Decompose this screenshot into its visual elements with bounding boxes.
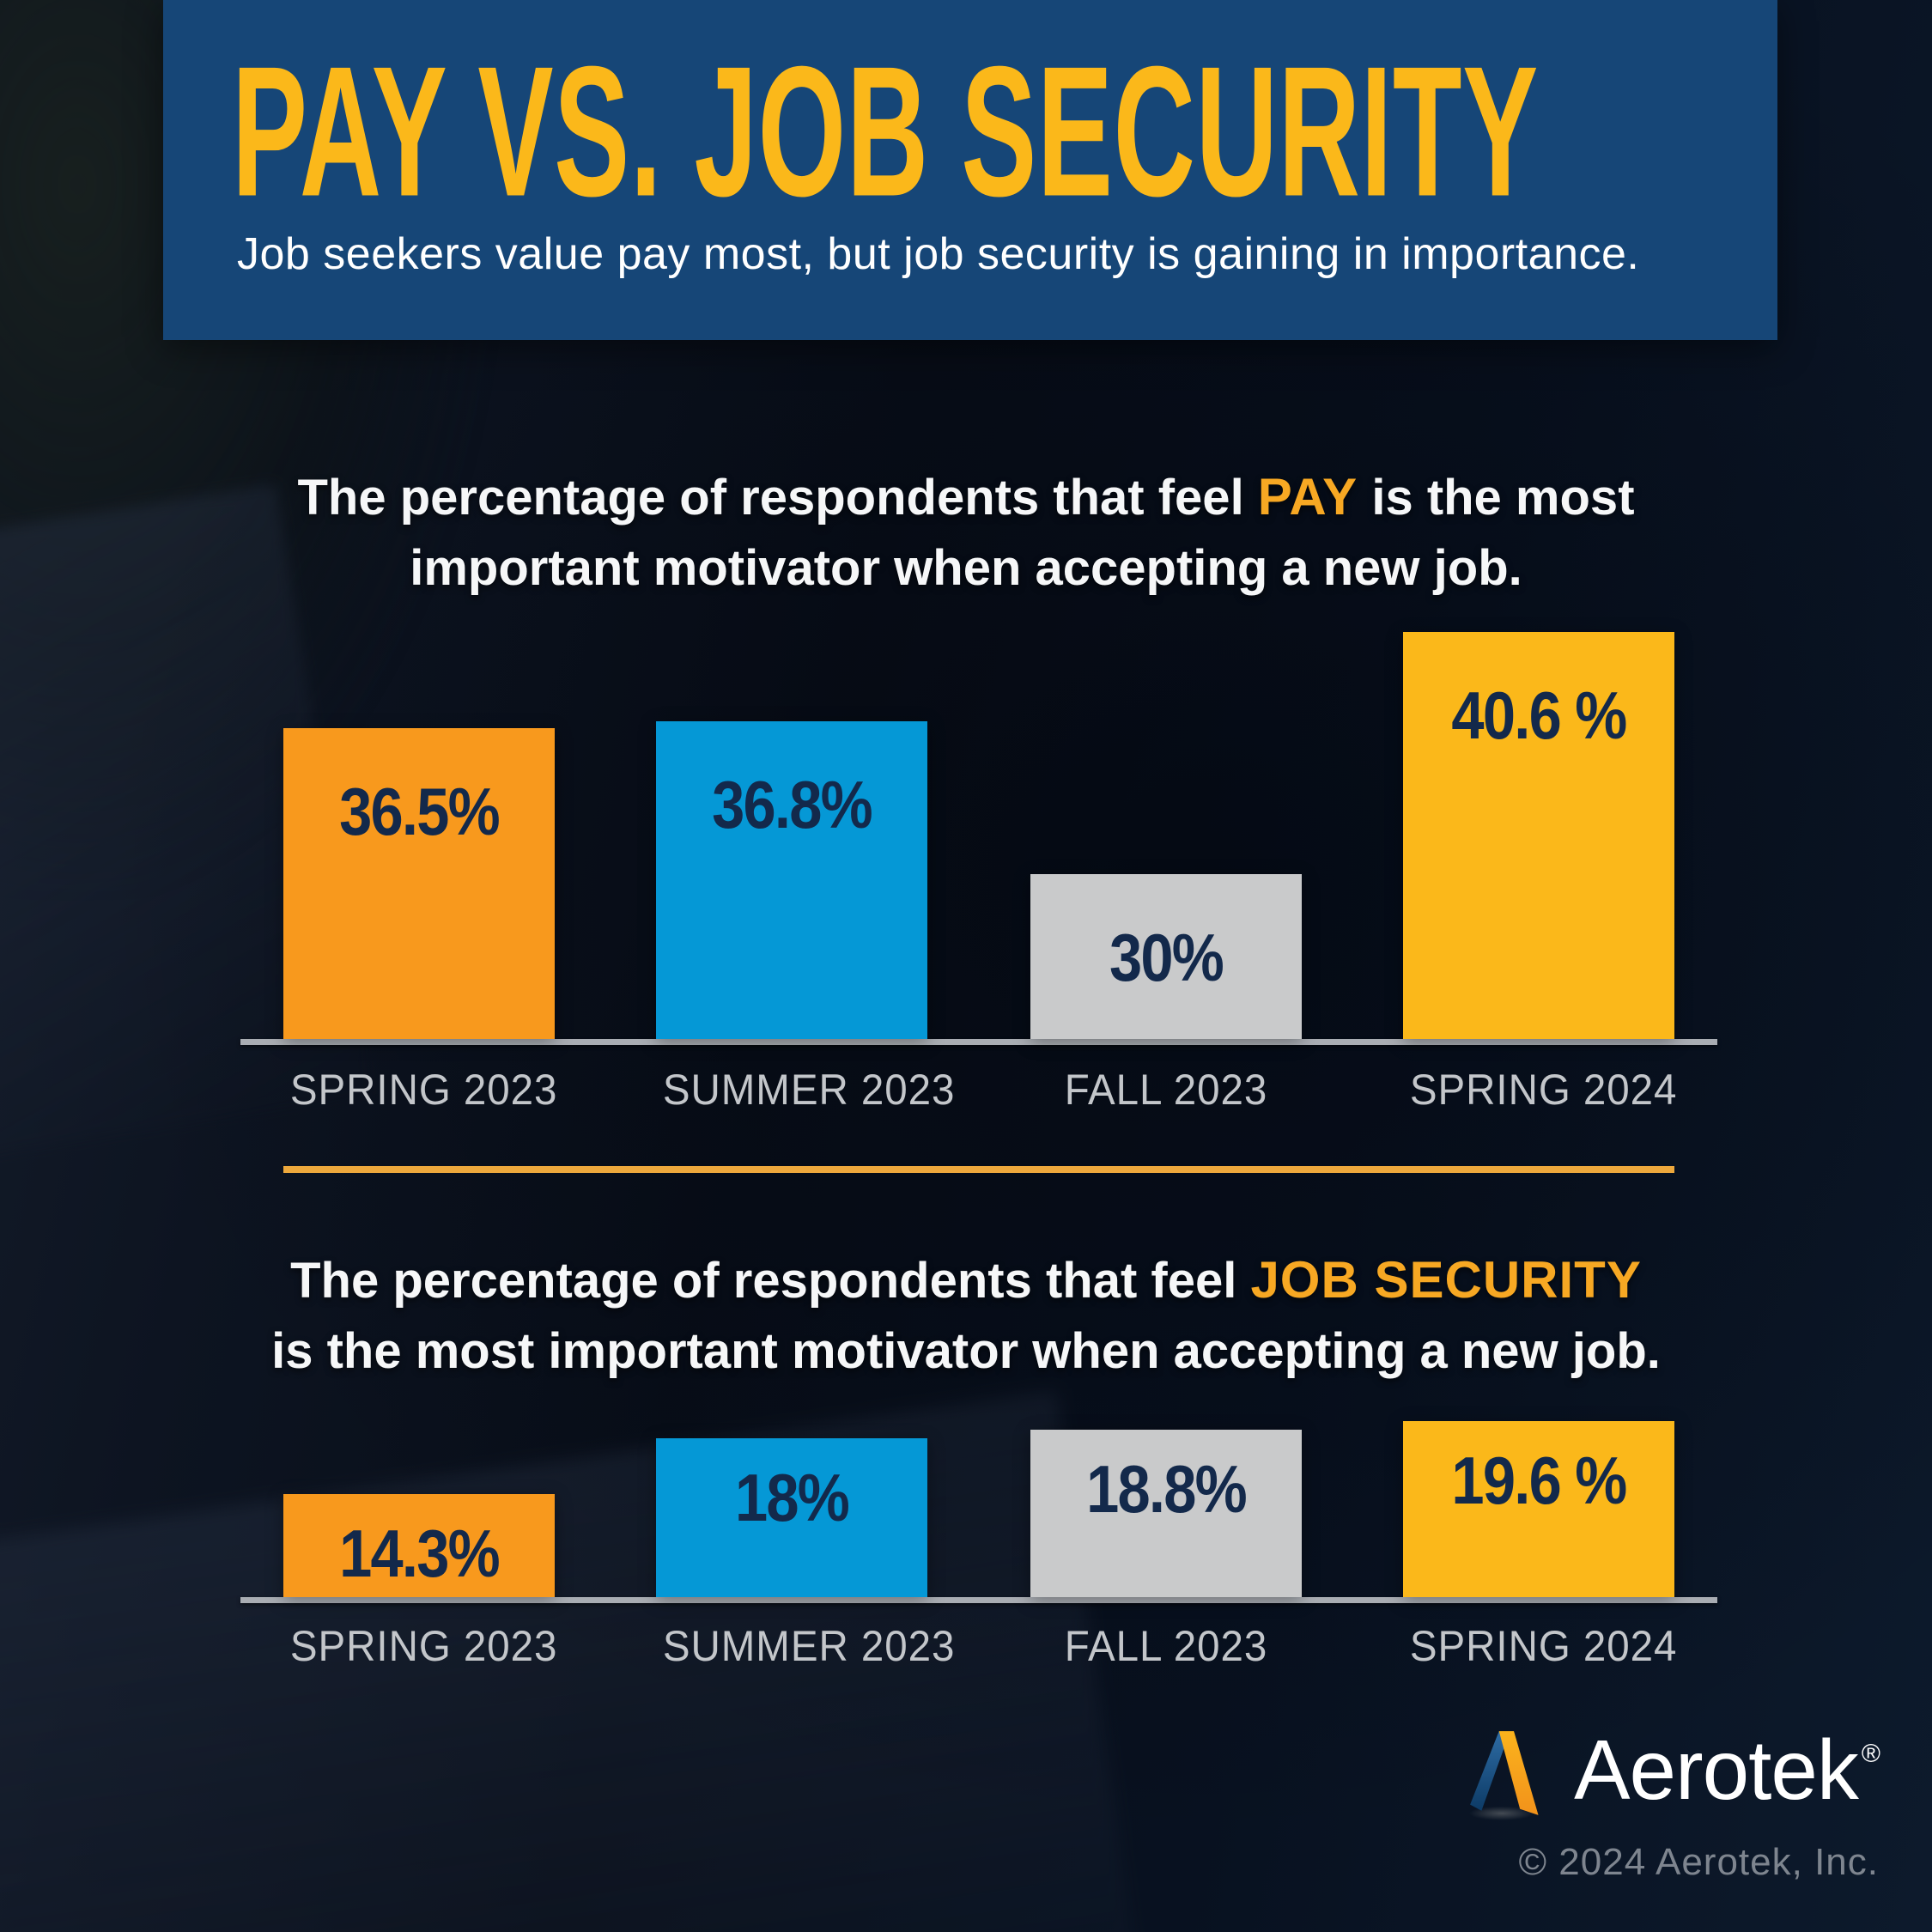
bar-fall-2023: 18.8%: [1030, 1430, 1302, 1597]
pay-bar-chart: 36.5% 36.8% 30% 40.6 %: [240, 626, 1717, 1045]
registered-trademark-symbol: ®: [1861, 1740, 1880, 1768]
bar-spring-2024: 40.6 %: [1403, 632, 1674, 1039]
pay-section-heading: The percentage of respondents that feel …: [0, 462, 1932, 604]
axis-label-spring-2023: SPRING 2023: [289, 1622, 558, 1670]
security-heading-pre: The percentage of respondents that feel: [290, 1253, 1251, 1309]
page-title: PAY VS. JOB SECURITY: [232, 28, 1539, 235]
aerotek-logo: Aerotek ®: [1467, 1722, 1880, 1822]
security-section-heading: The percentage of respondents that feel …: [0, 1245, 1932, 1387]
axis-label-fall-2023: FALL 2023: [1064, 1622, 1268, 1670]
axis-label-summer-2023: SUMMER 2023: [662, 1622, 956, 1670]
axis-label-spring-2024: SPRING 2024: [1409, 1622, 1678, 1670]
security-heading-highlight: JOB SECURITY: [1250, 1251, 1642, 1309]
pay-heading-line2: important motivator when accepting a new…: [410, 540, 1522, 596]
header-banner: PAY VS. JOB SECURITY Job seekers value p…: [163, 0, 1777, 340]
security-heading-line1: The percentage of respondents that feel …: [0, 1245, 1932, 1316]
bar-value-label: 14.3%: [339, 1516, 501, 1591]
page-subtitle: Job seekers value pay most, but job secu…: [237, 229, 1640, 279]
bar-spring-2023: 36.5%: [283, 728, 555, 1039]
bar-summer-2023: 18%: [656, 1438, 927, 1597]
bar-value-label: 40.6 %: [1451, 677, 1627, 753]
pay-heading-highlight: PAY: [1257, 468, 1358, 526]
aerotek-logo-text: Aerotek: [1574, 1722, 1859, 1817]
copyright-text: © 2024 Aerotek, Inc.: [1518, 1841, 1879, 1883]
bar-value-label: 19.6 %: [1451, 1443, 1627, 1518]
pay-chart-axis-labels: SPRING 2023 SUMMER 2023 FALL 2023 SPRING 20…: [240, 1065, 1717, 1125]
pay-heading-pre: The percentage of respondents that feel: [297, 470, 1258, 526]
pay-heading-post: is the most: [1358, 470, 1635, 526]
bar-summer-2023: 36.8%: [656, 721, 927, 1039]
section-divider-line: [283, 1166, 1674, 1173]
axis-label-spring-2024: SPRING 2024: [1409, 1066, 1678, 1114]
bar-value-label: 18%: [734, 1460, 850, 1535]
axis-label-spring-2023: SPRING 2023: [289, 1066, 558, 1114]
axis-label-fall-2023: FALL 2023: [1064, 1066, 1268, 1114]
security-chart-axis-line: [240, 1597, 1717, 1603]
bar-value-label: 30%: [1109, 920, 1224, 995]
bar-fall-2023: 30%: [1030, 874, 1302, 1039]
security-bar-chart: 14.3% 18% 18.8% 19.6 %: [240, 1421, 1717, 1603]
bar-value-label: 36.5%: [339, 774, 501, 849]
bar-value-label: 36.8%: [712, 767, 873, 842]
bar-spring-2023: 14.3%: [283, 1494, 555, 1597]
aerotek-logo-mark-icon: [1469, 1731, 1539, 1820]
axis-label-summer-2023: SUMMER 2023: [662, 1066, 956, 1114]
pay-chart-axis-line: [240, 1039, 1717, 1045]
bar-value-label: 18.8%: [1086, 1451, 1248, 1527]
bar-spring-2024: 19.6 %: [1403, 1421, 1674, 1597]
security-heading-line2: is the most important motivator when acc…: [271, 1323, 1661, 1379]
security-chart-axis-labels: SPRING 2023 SUMMER 2023 FALL 2023 SPRING 20…: [240, 1621, 1717, 1681]
pay-heading-line1: The percentage of respondents that feel …: [0, 462, 1932, 533]
